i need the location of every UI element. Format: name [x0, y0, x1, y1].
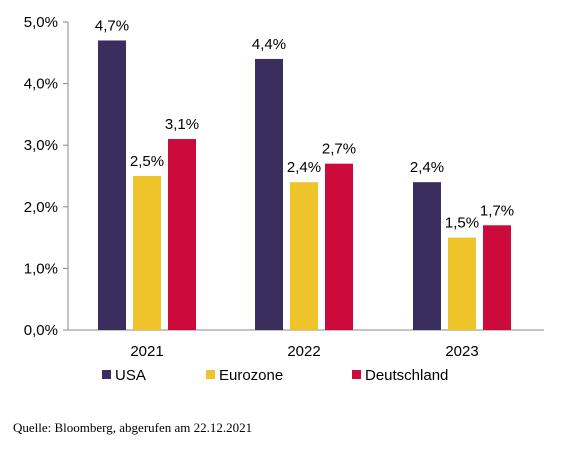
data-label: 1,7%: [480, 202, 514, 219]
data-label: 2,4%: [287, 159, 321, 176]
x-category-label: 2021: [130, 343, 163, 360]
legend-swatch-deutschland: [352, 370, 361, 379]
bar-eurozone-2023: [448, 237, 476, 330]
y-tick-label: 4,0%: [24, 76, 58, 93]
legend-label-eurozone: Eurozone: [219, 367, 283, 384]
bar-deutschland-2021: [168, 139, 196, 330]
bar-usa-2022: [255, 58, 283, 331]
y-tick-label: 2,0%: [24, 199, 58, 216]
bar-eurozone-2021: [133, 176, 161, 330]
bar-usa-2023: [413, 182, 441, 330]
source-note: Quelle: Bloomberg, abgerufen am 22.12.20…: [13, 420, 253, 435]
legend-label-usa: USA: [115, 367, 146, 384]
bar-deutschland-2023: [483, 225, 511, 330]
y-tick-label: 3,0%: [24, 137, 58, 154]
bar-eurozone-2022: [290, 182, 318, 330]
legend-label-deutschland: Deutschland: [365, 367, 448, 384]
data-label: 1,5%: [445, 215, 479, 232]
data-label: 2,7%: [322, 141, 356, 158]
data-label: 3,1%: [165, 116, 199, 133]
x-category-label: 2023: [445, 343, 478, 360]
y-tick-label: 0,0%: [24, 322, 58, 339]
y-tick-label: 1,0%: [24, 260, 58, 277]
data-label: 4,7%: [95, 17, 129, 34]
legend-swatch-usa: [102, 370, 111, 379]
x-category-label: 2022: [287, 343, 320, 360]
data-label: 2,4%: [410, 159, 444, 176]
bar-usa-2021: [98, 40, 126, 330]
y-tick-label: 5,0%: [24, 14, 58, 31]
legend-swatch-eurozone: [206, 370, 215, 379]
bar-deutschland-2022: [325, 163, 353, 330]
data-label: 2,5%: [130, 153, 164, 170]
bar-chart: 0,0% 1,0% 2,0% 3,0% 4,0% 5,0% 4,7% 2,5% 3,1% 2021…: [24, 14, 544, 384]
data-label: 4,4%: [252, 36, 286, 53]
